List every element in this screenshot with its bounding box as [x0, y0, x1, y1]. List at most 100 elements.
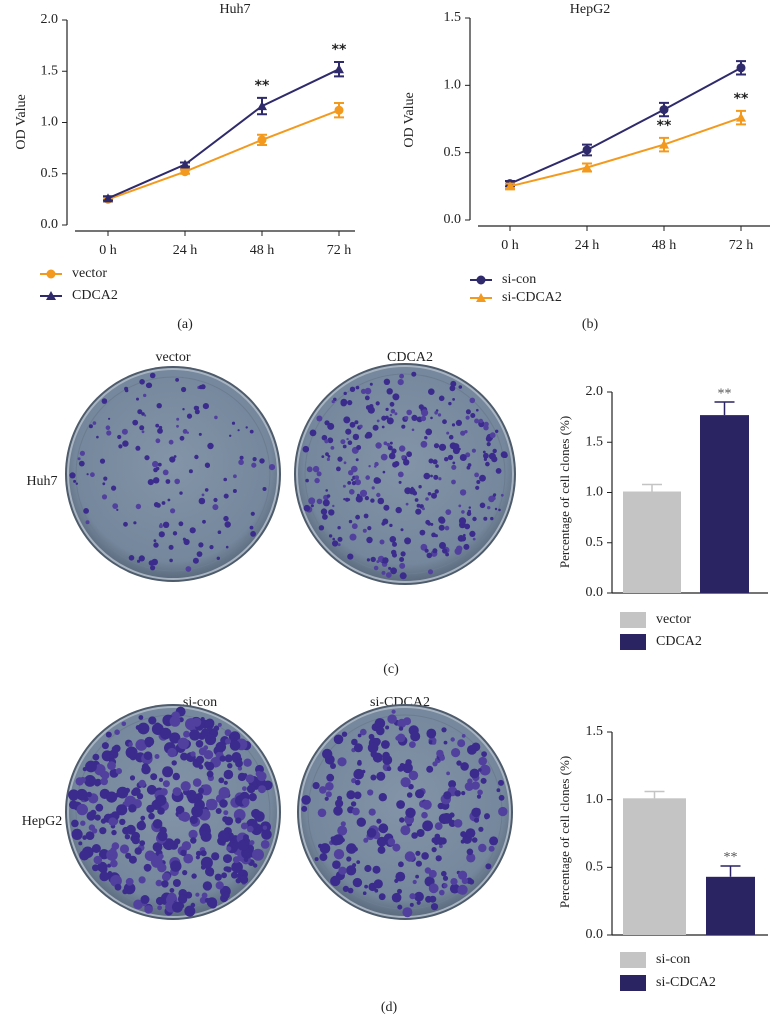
- colony: [86, 791, 92, 798]
- colony: [302, 445, 310, 453]
- panel-label: (b): [582, 317, 599, 332]
- colony: [68, 789, 80, 801]
- colony: [223, 780, 228, 785]
- colony: [421, 409, 429, 417]
- colony: [331, 400, 335, 404]
- colony: [179, 435, 185, 441]
- y-tick-label: 1.5: [586, 434, 604, 449]
- colony: [186, 789, 197, 801]
- colony: [367, 789, 374, 796]
- colony: [477, 789, 483, 796]
- colony: [434, 489, 439, 494]
- colony: [437, 413, 442, 417]
- legend-marker: [46, 269, 56, 279]
- colony: [153, 502, 160, 508]
- colony: [155, 423, 160, 428]
- colony: [392, 541, 397, 547]
- colony: [460, 831, 467, 838]
- colony: [395, 871, 406, 882]
- colony: [78, 841, 83, 846]
- colony: [245, 426, 248, 429]
- colony: [359, 424, 363, 429]
- colony: [218, 777, 225, 784]
- colony: [411, 414, 418, 421]
- colony: [132, 787, 141, 796]
- legend-swatch: [620, 952, 646, 968]
- colony: [485, 461, 490, 467]
- colony: [128, 555, 135, 561]
- colony: [180, 781, 191, 792]
- colony: [405, 759, 412, 766]
- colony: [158, 524, 163, 529]
- colony: [361, 769, 366, 774]
- colony: [125, 824, 136, 835]
- colony: [379, 895, 384, 900]
- colony: [478, 756, 488, 766]
- colony: [175, 378, 180, 382]
- colony: [306, 466, 313, 473]
- colony: [79, 450, 85, 456]
- colony: [483, 421, 489, 427]
- colony: [148, 560, 154, 566]
- colony: [415, 874, 419, 879]
- colony: [377, 497, 385, 505]
- colony: [367, 526, 372, 531]
- colony: [249, 840, 255, 846]
- colony: [397, 379, 404, 386]
- colony: [189, 815, 198, 824]
- colony: [188, 469, 193, 474]
- colony: [478, 768, 482, 772]
- colony: [485, 863, 492, 870]
- colony: [95, 803, 104, 812]
- colony: [328, 534, 333, 538]
- colony: [396, 800, 405, 809]
- colony: [251, 808, 261, 819]
- colony: [392, 552, 397, 558]
- colony: [404, 851, 416, 862]
- significance: **: [718, 386, 732, 401]
- colony: [174, 478, 180, 485]
- colony: [461, 734, 466, 738]
- colony: [398, 480, 402, 484]
- colony: [375, 478, 382, 484]
- colony: [86, 473, 89, 476]
- colony: [133, 521, 137, 525]
- colony: [370, 556, 376, 563]
- colony: [141, 763, 149, 771]
- colony: [343, 416, 351, 424]
- legend-swatch: [620, 634, 646, 650]
- colony: [390, 567, 397, 575]
- colony: [418, 485, 422, 489]
- colony: [155, 438, 161, 444]
- colony: [400, 777, 411, 788]
- colony: [105, 425, 111, 431]
- colony: [118, 444, 123, 449]
- colony: [397, 471, 404, 478]
- dish-inner-ring: [75, 376, 271, 572]
- colony: [386, 442, 391, 447]
- legend-swatch: [620, 975, 646, 991]
- colony: [229, 740, 241, 751]
- colony: [90, 809, 97, 817]
- colony: [176, 417, 180, 421]
- y-tick-label: 1.0: [444, 78, 462, 93]
- colony: [451, 464, 457, 470]
- colony: [432, 548, 438, 554]
- colony: [157, 830, 168, 842]
- colony: [467, 745, 477, 755]
- colony: [378, 793, 387, 802]
- colony: [347, 400, 353, 406]
- colony: [99, 865, 108, 874]
- colony: [465, 415, 470, 420]
- colony: [242, 786, 247, 791]
- colony: [108, 417, 111, 420]
- colony: [364, 395, 370, 401]
- colony: [449, 812, 455, 818]
- colony: [343, 461, 347, 465]
- colony: [428, 458, 434, 464]
- colony: [498, 806, 508, 817]
- colony: [411, 832, 418, 839]
- series-line: [107, 109, 340, 201]
- colony: [227, 763, 233, 769]
- colony: [442, 548, 448, 554]
